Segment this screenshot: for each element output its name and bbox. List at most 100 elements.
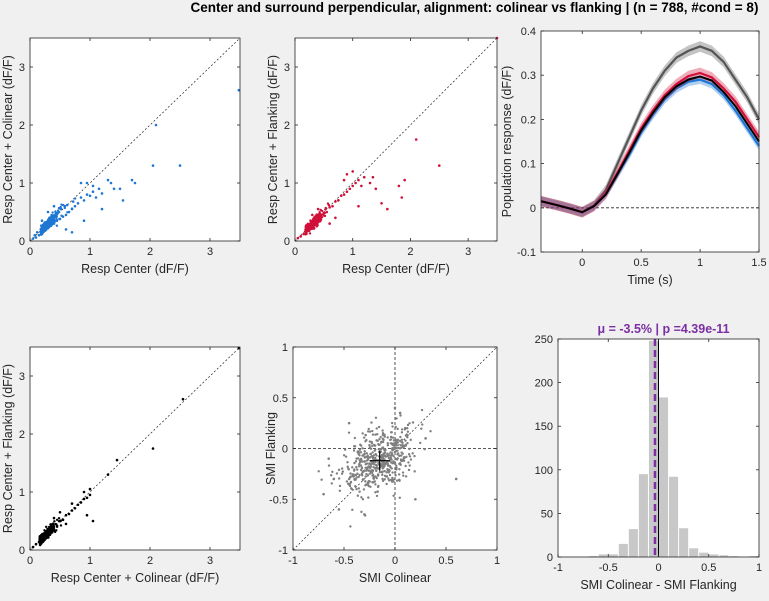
data-point bbox=[398, 439, 402, 442]
data-point bbox=[91, 190, 95, 193]
data-point bbox=[115, 458, 119, 462]
x-tick-label: -0.5 bbox=[599, 562, 618, 574]
data-point bbox=[337, 468, 341, 472]
data-point bbox=[48, 216, 51, 219]
data-point bbox=[381, 434, 384, 437]
panel-flanking-scatter: 0 1 2 3 0 1 2 3 Resp Center (dF/F) Resp Center + … bbox=[266, 36, 499, 276]
data-point bbox=[312, 227, 316, 230]
data-point bbox=[371, 471, 374, 475]
data-point bbox=[353, 436, 357, 440]
data-point bbox=[405, 455, 408, 459]
data-point bbox=[350, 475, 354, 478]
data-point bbox=[413, 470, 416, 473]
data-point bbox=[369, 452, 372, 456]
data-point bbox=[54, 215, 57, 219]
histogram-bar bbox=[618, 543, 628, 557]
data-point bbox=[386, 468, 389, 471]
data-point bbox=[311, 219, 315, 222]
data-point bbox=[52, 516, 56, 520]
data-point bbox=[56, 212, 59, 215]
data-point bbox=[392, 460, 395, 463]
data-point bbox=[390, 480, 394, 483]
data-point bbox=[359, 464, 363, 467]
error-band bbox=[541, 75, 759, 217]
data-point bbox=[311, 223, 314, 227]
data-point bbox=[335, 472, 339, 475]
data-point bbox=[346, 482, 350, 485]
data-point bbox=[390, 442, 394, 445]
data-point bbox=[327, 457, 331, 460]
data-point bbox=[367, 457, 370, 460]
y-axis-label: Resp Center + Flanking (dF/F) bbox=[266, 55, 280, 224]
y-tick-label: 100 bbox=[535, 465, 553, 477]
data-point bbox=[364, 480, 367, 483]
y-tick-label: 2 bbox=[19, 120, 25, 132]
y-tick-label: 150 bbox=[535, 421, 553, 433]
y-tick-label: 0 bbox=[282, 444, 288, 456]
data-point bbox=[46, 210, 50, 214]
histogram-bar bbox=[608, 554, 618, 557]
x-tick-label: 0 bbox=[27, 555, 33, 567]
y-tick-label: 0.1 bbox=[521, 159, 536, 171]
data-point bbox=[419, 441, 422, 445]
data-point bbox=[406, 427, 409, 430]
data-point bbox=[64, 213, 68, 217]
data-point bbox=[354, 485, 357, 488]
data-point bbox=[381, 479, 385, 483]
data-point bbox=[43, 535, 47, 538]
data-point bbox=[357, 487, 361, 490]
data-point bbox=[376, 433, 379, 436]
data-point bbox=[314, 218, 318, 221]
data-point bbox=[52, 525, 56, 529]
data-point bbox=[374, 452, 377, 456]
histogram-bar bbox=[699, 552, 709, 557]
data-point bbox=[368, 472, 371, 475]
data-point bbox=[383, 464, 386, 468]
data-point bbox=[44, 225, 47, 228]
data-point bbox=[53, 213, 57, 217]
data-point bbox=[41, 229, 45, 233]
panel-colinear-vs-flanking-scatter: 0 1 2 3 0 1 2 3 Resp Center + Colinear (dF/F) Res… bbox=[1, 346, 241, 585]
data-point bbox=[364, 466, 367, 470]
data-point bbox=[408, 464, 411, 467]
data-point bbox=[316, 223, 319, 227]
data-point bbox=[326, 202, 330, 205]
data-point bbox=[309, 222, 312, 225]
histogram-bar bbox=[729, 556, 739, 557]
data-point bbox=[373, 456, 377, 460]
data-point bbox=[305, 229, 308, 232]
data-point bbox=[356, 468, 359, 471]
data-point bbox=[374, 483, 377, 486]
data-point bbox=[362, 470, 365, 473]
data-point bbox=[369, 485, 372, 488]
y-tick-label: 0.2 bbox=[521, 114, 536, 126]
x-axis-label: Resp Center + Colinear (dF/F) bbox=[51, 571, 219, 585]
data-point bbox=[57, 516, 61, 520]
panel-colinear-scatter: 0 1 2 3 0 1 2 3 Resp Center (dF/F) Resp Center + … bbox=[1, 37, 241, 276]
data-point bbox=[360, 496, 363, 499]
data-point bbox=[403, 178, 406, 182]
data-point bbox=[357, 457, 360, 460]
data-point bbox=[352, 449, 356, 452]
x-tick-label: 0 bbox=[392, 555, 398, 567]
histogram-bar bbox=[628, 529, 638, 557]
x-tick-label: 3 bbox=[207, 246, 213, 258]
data-point bbox=[352, 473, 355, 476]
data-point bbox=[358, 459, 362, 462]
data-point bbox=[353, 461, 356, 465]
data-point bbox=[342, 193, 346, 196]
data-point bbox=[356, 450, 360, 453]
data-point bbox=[409, 458, 413, 461]
data-point bbox=[363, 450, 366, 453]
data-point bbox=[342, 454, 346, 457]
data-point bbox=[404, 475, 408, 478]
data-point bbox=[51, 211, 54, 214]
x-tick-label: 1.5 bbox=[751, 257, 766, 269]
data-point bbox=[63, 206, 66, 210]
data-point bbox=[364, 463, 367, 466]
data-point bbox=[58, 217, 62, 221]
data-point bbox=[391, 453, 394, 457]
data-point bbox=[355, 488, 358, 491]
data-point bbox=[85, 181, 89, 185]
data-point bbox=[302, 232, 305, 236]
